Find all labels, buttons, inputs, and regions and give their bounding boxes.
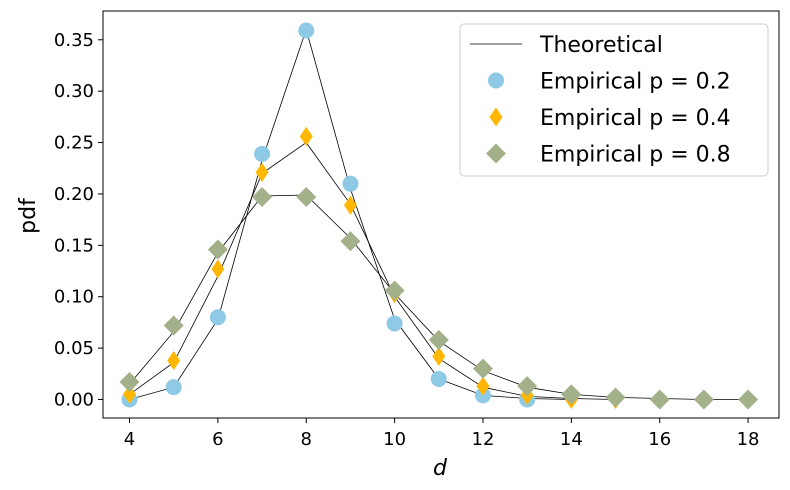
point-empirical-p-0-4 — [343, 195, 357, 215]
point-empirical-p-0-8 — [649, 389, 670, 410]
y-tick-label: 0.30 — [54, 81, 94, 102]
y-axis-label: pdf — [16, 197, 41, 234]
point-empirical-p-0-2 — [209, 309, 226, 326]
x-tick-label: 18 — [737, 429, 760, 450]
point-empirical-p-0-2 — [430, 370, 447, 387]
point-empirical-p-0-8 — [428, 329, 449, 350]
point-empirical-p-0-8 — [605, 387, 626, 408]
point-empirical-p-0-8 — [693, 389, 714, 410]
legend-swatch-empirical-p-0-2 — [488, 72, 504, 89]
point-empirical-p-0-8 — [561, 384, 582, 405]
y-tick-label: 0.10 — [54, 287, 94, 308]
point-empirical-p-0-8 — [472, 358, 493, 379]
point-empirical-p-0-4 — [211, 259, 225, 279]
y-tick-label: 0.15 — [54, 235, 94, 256]
y-tick-label: 0.00 — [54, 390, 94, 411]
y-tick-label: 0.25 — [54, 133, 94, 154]
legend-label-empirical-p-0-4: Empirical p = 0.4 — [540, 106, 731, 131]
y-tick-label: 0.20 — [54, 184, 94, 205]
y-tick-label: 0.05 — [54, 338, 94, 359]
x-axis-label: d — [433, 456, 448, 481]
point-empirical-p-0-2 — [342, 175, 359, 192]
axes: 4 6 8 10 12 14 16 18 0.00 0.05 0.10 0.15 0.20 0.25 0.3… — [54, 10, 780, 450]
x-tick-label: 16 — [648, 429, 671, 450]
point-empirical-p-0-8 — [252, 187, 273, 208]
theoretical-line-2 — [129, 194, 749, 400]
point-empirical-p-0-4 — [299, 126, 313, 146]
theoretical-line-1 — [129, 142, 616, 400]
point-empirical-p-0-8 — [163, 315, 184, 336]
x-tick-label: 10 — [383, 429, 406, 450]
legend-label-empirical-p-0-2: Empirical p = 0.2 — [540, 70, 731, 95]
plot-frame — [102, 10, 780, 419]
point-empirical-p-0-4 — [255, 162, 269, 182]
x-tick-label: 6 — [212, 429, 223, 450]
plot-area — [119, 22, 759, 410]
x-tick-label: 12 — [472, 429, 495, 450]
legend-label-empirical-p-0-8: Empirical p = 0.8 — [540, 143, 731, 168]
point-empirical-p-0-2 — [386, 315, 403, 332]
legend-label-theoretical: Theoretical — [539, 33, 663, 58]
legend-box — [459, 23, 769, 177]
point-empirical-p-0-4 — [432, 346, 446, 366]
point-empirical-p-0-8 — [738, 389, 759, 410]
point-empirical-p-0-8 — [207, 239, 228, 260]
legend-swatch-empirical-p-0-8 — [486, 143, 506, 164]
x-tick-label: 4 — [124, 429, 135, 450]
legend: Theoretical Empirical p = 0.2 Empirical p … — [459, 23, 769, 177]
point-empirical-p-0-8 — [119, 372, 140, 393]
x-tick-label: 8 — [301, 429, 312, 450]
point-empirical-p-0-8 — [384, 280, 405, 301]
point-empirical-p-0-4 — [123, 384, 137, 404]
point-empirical-p-0-4 — [476, 376, 490, 396]
point-empirical-p-0-4 — [167, 350, 181, 370]
y-tick-label: 0.35 — [54, 30, 94, 51]
point-empirical-p-0-8 — [517, 376, 538, 397]
point-empirical-p-0-8 — [296, 187, 317, 208]
point-empirical-p-0-8 — [340, 231, 361, 252]
point-empirical-p-0-2 — [298, 22, 315, 39]
point-empirical-p-0-2 — [254, 145, 271, 162]
legend-swatch-empirical-p-0-4 — [489, 107, 503, 127]
x-tick-label: 14 — [560, 429, 583, 450]
point-empirical-p-0-2 — [165, 379, 182, 396]
